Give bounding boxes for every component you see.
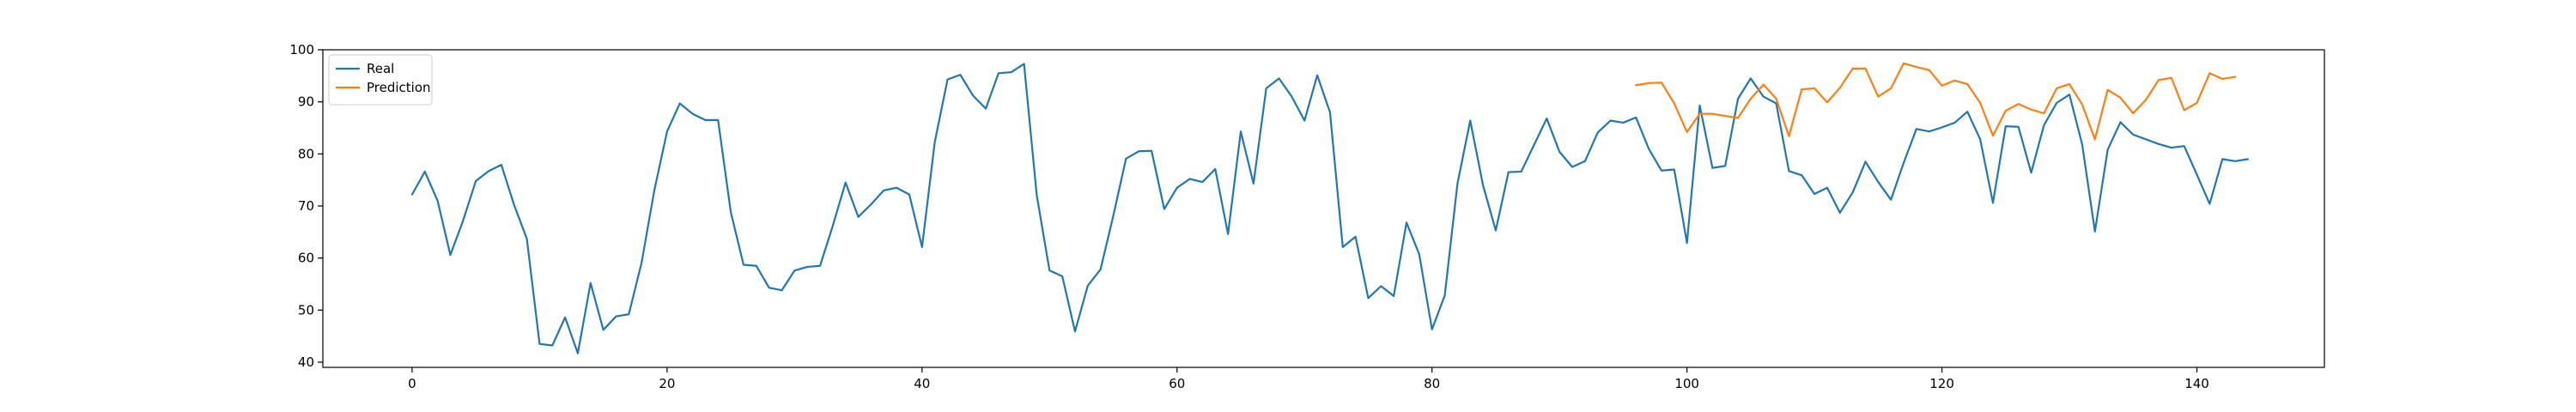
legend-box bbox=[328, 54, 433, 106]
legend-label-prediction: Prediction bbox=[367, 80, 431, 95]
series-layer bbox=[410, 62, 2250, 354]
y-tick-label: 80 bbox=[298, 146, 314, 161]
y-tick-label: 100 bbox=[289, 42, 314, 58]
plot-frame bbox=[322, 49, 2325, 368]
x-tick-label: 40 bbox=[914, 376, 930, 391]
x-tick-label: 120 bbox=[1929, 376, 1954, 391]
y-tick-label: 90 bbox=[298, 94, 314, 110]
y-tick-label: 50 bbox=[298, 302, 314, 318]
x-tick-label: 100 bbox=[1674, 376, 1699, 391]
y-tick-label: 70 bbox=[298, 198, 314, 214]
x-tick-label: 0 bbox=[408, 376, 416, 391]
y-tick-label: 60 bbox=[298, 251, 314, 266]
series-line-prediction bbox=[1635, 62, 2237, 141]
legend-label-real: Real bbox=[367, 61, 394, 76]
x-tick-label: 80 bbox=[1424, 376, 1440, 391]
x-axis: 0 20 40 60 80 100 120 140 bbox=[408, 367, 2209, 391]
x-tick-label: 20 bbox=[659, 376, 675, 391]
y-axis: 40 50 60 70 80 90 100 bbox=[289, 42, 323, 370]
x-tick-label: 140 bbox=[2184, 376, 2209, 391]
x-tick-label: 60 bbox=[1169, 376, 1185, 391]
series-line-real bbox=[410, 63, 2250, 354]
y-tick-label: 40 bbox=[298, 354, 314, 370]
legend: Real Prediction bbox=[328, 54, 433, 106]
